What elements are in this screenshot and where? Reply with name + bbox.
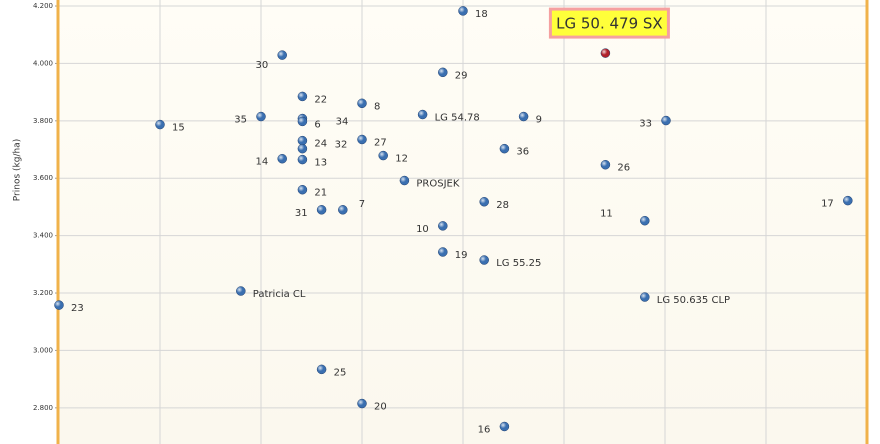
point-label: 12: [395, 154, 408, 165]
point-shine: [843, 196, 853, 206]
point-label: 16: [478, 424, 491, 435]
point-label: 20: [374, 402, 387, 413]
point-shine: [357, 399, 367, 409]
point-label: 34: [336, 117, 349, 128]
point-shine: [297, 144, 307, 154]
point-shine: [499, 421, 509, 431]
point-label: 30: [255, 60, 268, 71]
point-label: 19: [455, 250, 468, 261]
point-shine: [418, 110, 428, 120]
point-shine: [297, 185, 307, 195]
point-label: 21: [314, 188, 327, 199]
point-shine: [378, 151, 388, 161]
point-shine: [297, 91, 307, 101]
point-label: 11: [600, 209, 613, 220]
y-tick-label: 4.200: [33, 2, 53, 10]
point-shine: [256, 112, 266, 122]
point-label: 17: [821, 199, 834, 210]
point-label: 14: [255, 157, 268, 168]
point-label: 33: [639, 119, 652, 130]
point-label: LG 50.635 CLP: [657, 295, 730, 306]
point-label: LG 54.78: [435, 113, 480, 124]
point-label: 22: [314, 94, 327, 105]
y-tick-label: 3.400: [33, 232, 53, 240]
point-shine: [277, 50, 287, 60]
point-label: 25: [334, 367, 347, 378]
point-shine: [640, 216, 650, 226]
point-shine: [317, 364, 327, 374]
point-label: 32: [335, 140, 348, 151]
point-shine: [357, 98, 367, 108]
point-shine: [317, 205, 327, 215]
point-shine: [640, 292, 650, 302]
y-tick-label: 3.000: [33, 346, 53, 354]
point-shine: [519, 112, 529, 122]
point-shine: [297, 136, 307, 146]
point-shine: [297, 155, 307, 165]
point-shine: [155, 120, 165, 130]
point-label: 28: [496, 200, 509, 211]
point-label: 23: [71, 303, 84, 314]
point-shine: [399, 176, 409, 186]
point-label: 15: [172, 123, 185, 134]
point-label: 6: [314, 119, 320, 130]
y-axis-label: Prinos (kg/ha): [13, 139, 23, 201]
highlight-box: [548, 7, 670, 39]
point-label: 31: [295, 208, 308, 219]
point-label: 24: [314, 139, 327, 150]
point-shine: [479, 255, 489, 265]
point-label: LG 50. 479 SX: [556, 15, 663, 33]
point-shine: [438, 67, 448, 77]
point-shine: [277, 154, 287, 164]
point-label: 29: [455, 70, 468, 81]
point-shine: [458, 6, 468, 16]
point-label: Patricia CL: [253, 289, 306, 300]
y-tick-label: 3.200: [33, 289, 53, 297]
point-label: 18: [475, 9, 488, 20]
y-tick-label: 4.000: [33, 59, 53, 67]
point-label: 26: [617, 163, 630, 174]
point-label: 27: [374, 137, 387, 148]
point-label: 9: [536, 115, 542, 126]
y-tick-label: 3.800: [33, 117, 53, 125]
point-shine: [438, 221, 448, 231]
y-tick-label: 3.600: [33, 174, 53, 182]
point-shine: [54, 300, 64, 310]
point-shine: [297, 116, 307, 126]
point-shine: [479, 197, 489, 207]
point-label: PROSJEK: [416, 179, 459, 190]
point-label: 10: [416, 224, 429, 235]
point-label: 13: [314, 158, 327, 169]
point-shine: [236, 286, 246, 296]
point-label: 8: [374, 101, 380, 112]
point-label: 35: [234, 115, 247, 126]
y-tick-label: 2.800: [33, 404, 53, 412]
point-shine: [438, 247, 448, 257]
point-label: 36: [516, 147, 529, 158]
point-label: LG 55.25: [496, 258, 541, 269]
point-shine: [357, 134, 367, 144]
point-shine: [600, 160, 610, 170]
point-shine: [499, 144, 509, 154]
point-shine: [338, 205, 348, 215]
point-label: 7: [359, 199, 365, 210]
point-shine: [600, 48, 610, 58]
point-shine: [661, 116, 671, 126]
